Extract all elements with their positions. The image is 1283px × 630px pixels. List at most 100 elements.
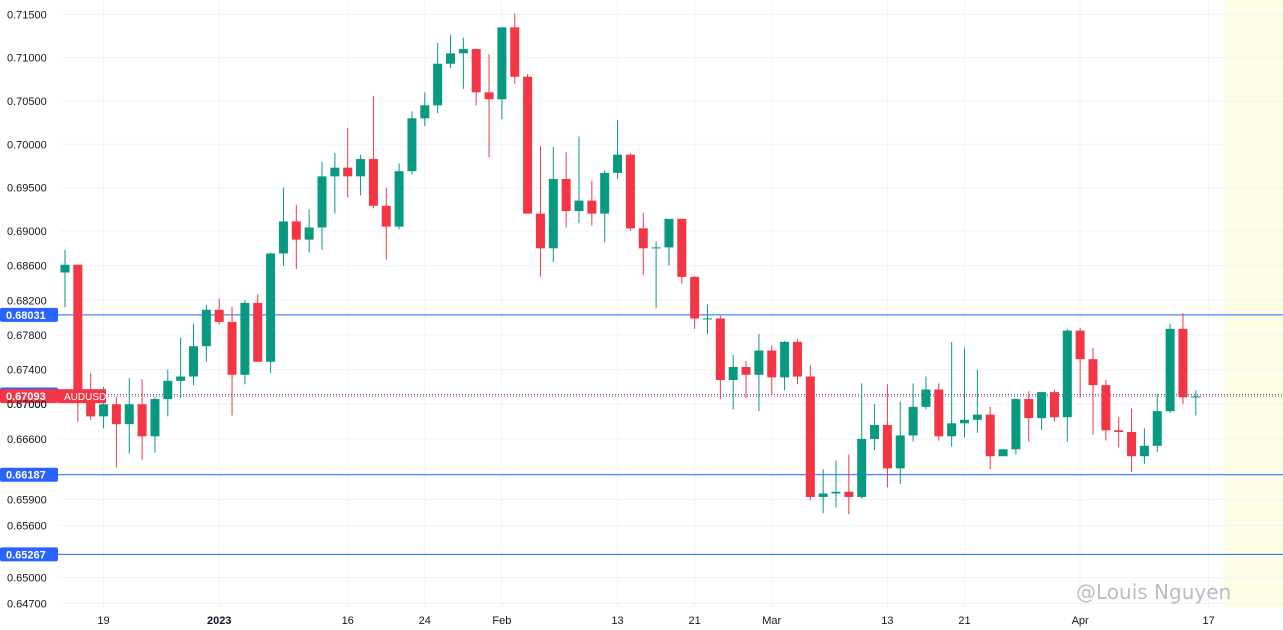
candle: [111, 397, 121, 468]
candle: [895, 401, 905, 484]
price-labels: 0.680310.661870.652670.671120.67093AUDUS…: [0, 307, 106, 562]
current-price-label-symbol: AUDUSD: [64, 392, 106, 403]
candle: [433, 42, 443, 114]
watermark: @Louis Nguyen: [1076, 580, 1231, 604]
candle: [227, 307, 237, 416]
candle: [1024, 391, 1034, 442]
candle: [613, 120, 623, 179]
x-tick-label: Apr: [1072, 615, 1089, 627]
y-tick-label: 0.68200: [7, 295, 47, 307]
candle-body: [895, 435, 905, 469]
candle: [1152, 393, 1162, 452]
candle-body: [625, 154, 635, 229]
candle: [754, 334, 764, 412]
y-tick-label: 0.67400: [7, 365, 47, 377]
y-tick-label: 0.70000: [7, 139, 47, 151]
candle: [818, 469, 828, 514]
candle-body: [253, 302, 263, 362]
level-label-bg: [0, 467, 58, 482]
candle: [741, 360, 751, 399]
candle: [124, 378, 134, 454]
candle: [497, 27, 507, 120]
candle: [728, 354, 738, 410]
y-tick-label: 0.65600: [7, 521, 47, 533]
candle: [214, 298, 224, 325]
candle: [317, 161, 327, 251]
candle: [651, 241, 661, 309]
candle-body: [446, 53, 455, 64]
x-tick-label: 21: [689, 615, 701, 627]
candle: [1165, 323, 1175, 413]
candle: [420, 92, 430, 127]
candle-body: [728, 366, 738, 380]
candle: [1037, 392, 1047, 431]
candle-body: [998, 449, 1008, 457]
candle-body: [934, 389, 944, 437]
candle: [947, 341, 957, 447]
candle-body: [1114, 430, 1124, 432]
x-axis: 19 2023 16 24 Feb 13 21 Mar 13 21 Apr 17: [97, 615, 1214, 627]
candle: [780, 340, 790, 391]
y-tick-label: 0.65900: [7, 495, 47, 507]
candle: [1075, 327, 1085, 398]
y-tick-label: 0.69500: [7, 183, 47, 195]
level-label-bg: [0, 547, 58, 562]
candle-body: [535, 213, 545, 249]
x-tick-label: 13: [611, 615, 623, 627]
candle-body: [664, 218, 674, 248]
candle: [921, 376, 931, 410]
candle: [60, 250, 70, 308]
candle: [484, 54, 494, 158]
candle: [1178, 313, 1188, 405]
candle: [356, 154, 366, 196]
candle-body: [343, 167, 353, 177]
candle: [985, 406, 995, 470]
candle-body: [947, 423, 957, 437]
x-tick-label: Mar: [762, 615, 781, 627]
candle-body: [137, 404, 147, 437]
candle-body: [651, 247, 661, 249]
current-price-label-bg: [0, 389, 58, 404]
candle-body: [201, 309, 211, 347]
candle: [574, 136, 584, 224]
candle: [677, 218, 687, 284]
y-tick-label: 0.69000: [7, 226, 47, 238]
candle-body: [1011, 399, 1021, 450]
grid: [60, 0, 1283, 607]
candle-body: [240, 302, 250, 375]
candle: [831, 460, 841, 508]
candle-body: [356, 159, 366, 177]
horizontal-levels: [0, 314, 1283, 555]
level-label: 0.68031: [0, 307, 58, 322]
candle-body: [433, 63, 443, 106]
candle-body: [921, 389, 931, 407]
y-tick-label: 0.71500: [7, 9, 47, 21]
candle-body: [368, 159, 378, 206]
candle-body: [1088, 359, 1098, 386]
candle-body: [484, 92, 494, 100]
candle: [638, 212, 648, 276]
y-tick-label: 0.65000: [7, 573, 47, 585]
candle: [407, 111, 417, 175]
candle: [368, 95, 378, 209]
candle-body: [985, 414, 995, 457]
candle: [458, 37, 468, 89]
candle-body: [741, 366, 751, 375]
candle-body: [407, 118, 417, 172]
candle: [535, 146, 545, 277]
current-price-label-symbol-bg: [58, 389, 106, 404]
current-price-label: 0.67093 AUDUSD: [0, 389, 106, 404]
candle: [1127, 408, 1137, 472]
candle-body: [163, 380, 173, 400]
candle-body: [266, 253, 276, 362]
candle: [844, 454, 854, 515]
candle-body: [1127, 431, 1137, 457]
y-tick-label: 0.70500: [7, 96, 47, 108]
candle-body: [1062, 330, 1072, 418]
candle: [587, 180, 597, 226]
candle: [1062, 328, 1072, 442]
candle: [304, 209, 314, 253]
candle-body: [1049, 392, 1059, 418]
candle: [1191, 390, 1201, 416]
